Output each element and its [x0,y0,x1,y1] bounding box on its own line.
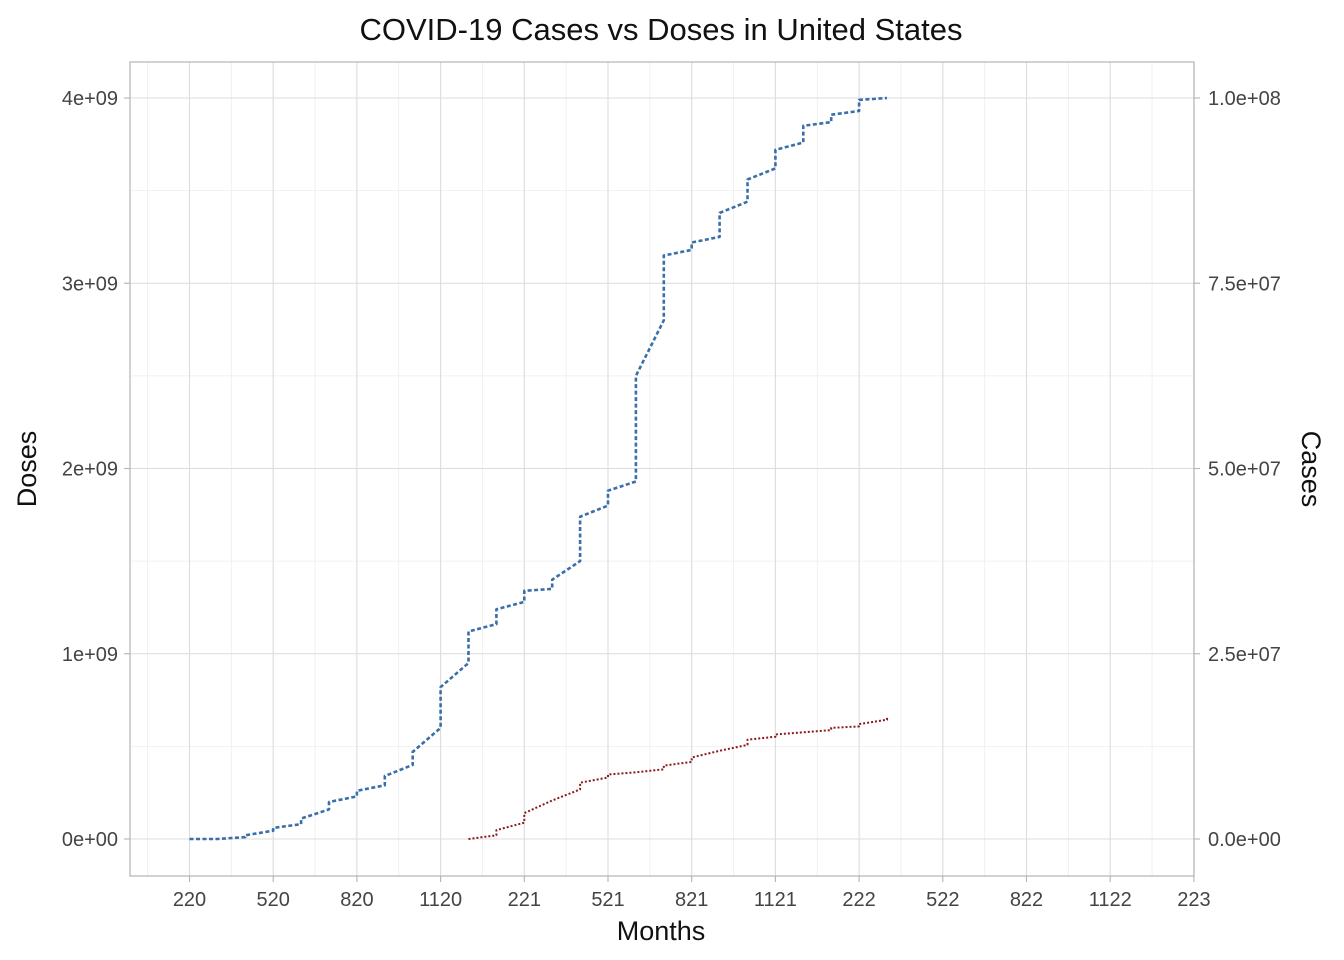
doses-series-line [189,96,888,841]
x-tick-label: 221 [508,889,541,911]
x-tick-label: 522 [926,889,959,911]
y2-tick-label: 7.5e+07 [1208,273,1281,295]
series-layer [189,96,888,841]
y-axis-ticks: 0e+00 1e+09 2e+09 3e+09 4e+09 [62,88,130,851]
y-tick-label: 3e+09 [62,273,118,295]
x-tick-label: 821 [675,889,708,911]
x-tick-label: 521 [591,889,624,911]
x-tick-label: 520 [257,889,290,911]
cases-series-line [468,716,888,840]
y-tick-label: 4e+09 [62,88,118,110]
x-tick-label: 223 [1177,889,1210,911]
y-tick-label: 0e+00 [62,829,118,851]
y2-tick-label: 2.5e+07 [1208,644,1281,666]
x-tick-label: 822 [1010,889,1043,911]
x-tick-label: 1121 [754,889,797,911]
secondary-y-axis-title: Cases [1296,431,1326,508]
secondary-y-axis-ticks: 0.0e+00 2.5e+07 5.0e+07 7.5e+07 1.0e+08 [1194,88,1281,851]
grid-major-lines [130,62,1195,876]
x-tick-label: 222 [842,889,875,911]
x-tick-label: 1122 [1089,889,1132,911]
chart-title: COVID-19 Cases vs Doses in United States [359,12,962,47]
x-tick-label: 1120 [419,889,462,911]
y-axis-title: Doses [12,431,42,508]
y2-tick-label: 1.0e+08 [1208,88,1281,110]
x-axis-ticks: 220 520 820 1120 221 521 821 1121 222 522 822 1122 2… [173,876,1211,911]
y2-tick-label: 0.0e+00 [1208,829,1281,851]
y-tick-label: 2e+09 [62,459,118,481]
x-tick-label: 220 [173,889,206,911]
x-tick-label: 820 [340,889,373,911]
y-tick-label: 1e+09 [62,644,118,666]
x-axis-title: Months [617,916,706,946]
y2-tick-label: 5.0e+07 [1208,459,1281,481]
